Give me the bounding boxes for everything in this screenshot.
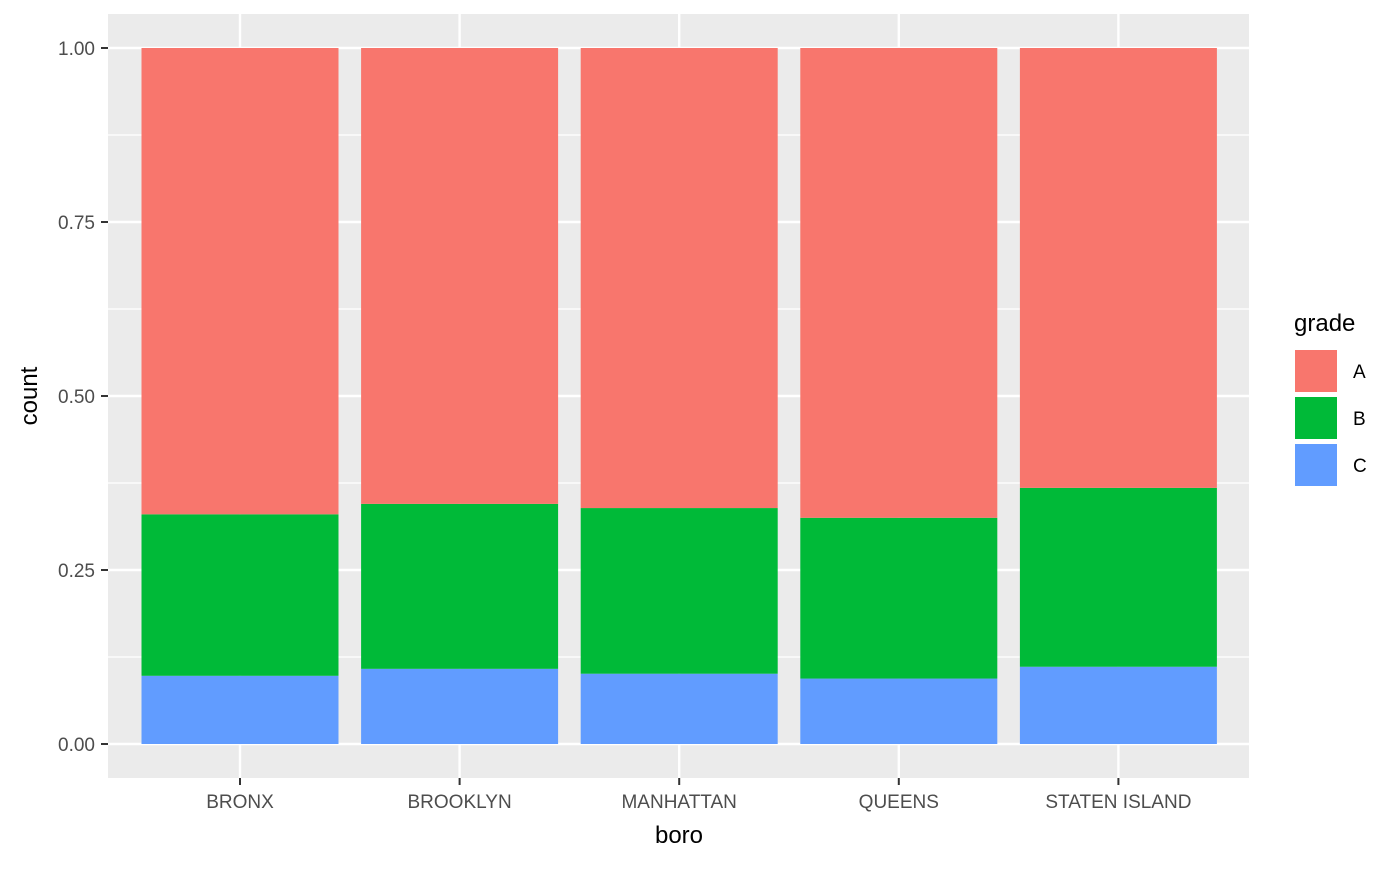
x-tick-label: BRONX	[206, 792, 274, 813]
bar-queens-grade-c	[800, 678, 998, 744]
x-tick-label: QUEENS	[859, 792, 939, 813]
x-axis: BRONX BROOKLYN MANHATTAN QUEENS STATEN ISLAN…	[206, 778, 1191, 813]
y-tick-label: 0.50	[58, 387, 95, 408]
legend-label-a: A	[1353, 362, 1366, 383]
bar-manhattan-grade-b	[580, 508, 778, 674]
x-tick-label: STATEN ISLAND	[1045, 792, 1191, 813]
bar-brooklyn-grade-c	[361, 668, 559, 744]
y-axis-title: count	[16, 366, 43, 425]
bar-brooklyn-grade-a	[361, 48, 559, 504]
bar-queens-grade-b	[800, 517, 998, 679]
bar-manhattan-grade-a	[580, 48, 778, 509]
x-tick-label: MANHATTAN	[621, 792, 736, 813]
bar-staten-island-grade-b	[1019, 487, 1217, 667]
y-tick-label: 0.00	[58, 735, 95, 756]
bar-bronx-grade-b	[141, 514, 339, 676]
bar-brooklyn-grade-b	[361, 503, 559, 669]
bar-bronx-grade-a	[141, 48, 339, 515]
legend-key-c	[1295, 444, 1337, 486]
y-tick-label: 0.25	[58, 561, 95, 582]
bar-bronx-grade-c	[141, 675, 339, 744]
bar-staten-island-grade-c	[1019, 666, 1217, 744]
bar-manhattan-grade-c	[580, 673, 778, 744]
x-axis-title: boro	[655, 822, 703, 849]
x-tick-label: BROOKLYN	[408, 792, 512, 813]
legend-title: grade	[1294, 310, 1355, 337]
y-axis: 0.00 0.25 0.50 0.75 1.00	[58, 39, 108, 756]
legend-label-c: C	[1353, 456, 1367, 477]
legend-key-a	[1295, 350, 1337, 392]
bar-staten-island-grade-a	[1019, 48, 1217, 488]
y-tick-label: 0.75	[58, 213, 95, 234]
legend: grade A B C	[1294, 310, 1367, 486]
y-tick-label: 1.00	[58, 39, 95, 60]
bars	[141, 48, 1217, 744]
bar-queens-grade-a	[800, 48, 998, 518]
legend-label-b: B	[1353, 409, 1366, 430]
legend-key-b	[1295, 397, 1337, 439]
